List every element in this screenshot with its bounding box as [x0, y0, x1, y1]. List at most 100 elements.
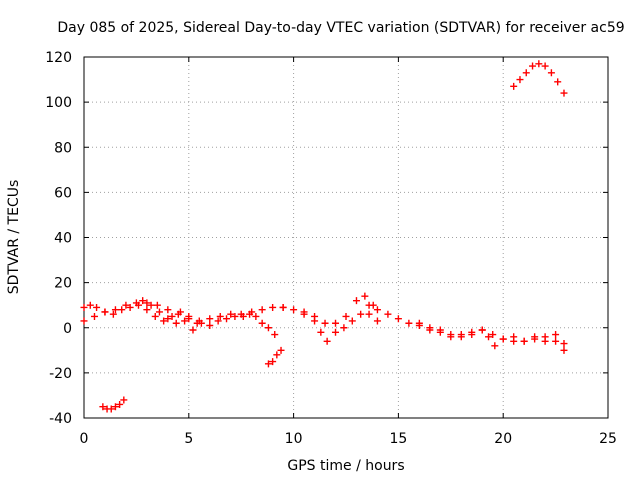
data-point [154, 315, 157, 318]
data-point [129, 306, 131, 309]
data-point [271, 306, 274, 309]
data-point [387, 313, 389, 316]
data-point [261, 308, 263, 311]
y-axis-label: SDTVAR / TECUs [6, 180, 22, 295]
y-tick-label: -40 [49, 411, 72, 427]
data-point [261, 322, 263, 325]
y-tick-label: 60 [54, 185, 72, 201]
x-tick-label: 20 [494, 431, 512, 447]
data-point [83, 306, 85, 309]
data-point [192, 329, 194, 331]
data-point [563, 342, 565, 345]
data-point [102, 405, 104, 408]
series-arc-d [239, 310, 279, 339]
data-point [114, 405, 117, 408]
y-tick-label: 100 [45, 95, 72, 111]
data-point [502, 338, 505, 340]
data-point [512, 340, 515, 343]
data-point [376, 308, 379, 311]
data-point [429, 326, 431, 329]
data-point [158, 311, 161, 313]
data-point [106, 408, 108, 410]
data-point [125, 304, 127, 306]
data-point [491, 333, 494, 336]
y-tick-label: 120 [45, 50, 72, 66]
data-point [167, 317, 169, 320]
data-point [525, 71, 528, 74]
data-point [418, 322, 421, 325]
data-point [267, 326, 270, 329]
series-markers [510, 60, 568, 97]
data-point [494, 345, 496, 347]
data-point [83, 320, 85, 322]
data-point [120, 308, 123, 311]
data-point [225, 317, 228, 320]
data-point [219, 315, 222, 318]
data-point [217, 320, 219, 322]
data-point [240, 313, 242, 316]
data-point [563, 92, 565, 94]
data-point [345, 315, 347, 318]
data-point [368, 313, 370, 316]
y-tick-label: 80 [54, 140, 72, 156]
grid [84, 57, 608, 418]
series-markers [279, 301, 381, 345]
data-point [397, 317, 400, 320]
y-tick-label: 0 [63, 321, 72, 337]
data-point [334, 322, 337, 325]
series-markers [80, 301, 201, 327]
y-tick-label: -20 [49, 366, 72, 382]
data-point [242, 315, 245, 318]
data-point [324, 322, 326, 325]
x-axis-label: GPS time / hours [287, 458, 404, 474]
data-point [188, 315, 190, 318]
chart-title: Day 085 of 2025, Sidereal Day-to-day VTE… [57, 20, 624, 36]
data-point [198, 320, 201, 322]
data-point [320, 331, 322, 334]
x-tick-label: 10 [285, 431, 303, 447]
data-point [118, 403, 121, 406]
series-arc-c [139, 297, 239, 334]
data-point [273, 333, 276, 336]
data-point [282, 306, 284, 309]
data-point [351, 320, 354, 322]
data-point [250, 311, 253, 313]
data-point [376, 320, 379, 322]
series-arc-f [279, 301, 381, 345]
series-arc-b [80, 301, 201, 327]
series-arc-e [264, 346, 285, 368]
data-point [303, 311, 305, 313]
data-point [175, 322, 178, 325]
data-point [368, 304, 370, 306]
data-point [137, 304, 140, 306]
data-point [89, 304, 92, 306]
data-point [146, 302, 148, 304]
data-point [162, 320, 165, 322]
x-tick-label: 15 [389, 431, 407, 447]
data-point [364, 295, 366, 297]
data-point [229, 313, 232, 316]
series-markers [239, 310, 279, 339]
data-point [150, 304, 152, 306]
data-point [167, 308, 169, 311]
y-tick-label: 40 [54, 231, 72, 247]
plot-frame [83, 56, 609, 419]
data-point [470, 333, 473, 336]
data-point [512, 335, 515, 338]
data-point [183, 320, 186, 322]
x-tick-label: 5 [184, 431, 193, 447]
data-point [408, 322, 410, 325]
data-point [135, 302, 138, 304]
data-point [110, 408, 113, 410]
data-point [271, 360, 274, 363]
data-point [481, 329, 484, 331]
data-point [359, 313, 362, 316]
data-point [123, 399, 125, 401]
data-point [196, 322, 198, 325]
data-point [141, 299, 144, 302]
data-point [556, 81, 559, 83]
data-point [531, 65, 534, 67]
data-point [280, 349, 282, 352]
data-points [80, 60, 568, 413]
